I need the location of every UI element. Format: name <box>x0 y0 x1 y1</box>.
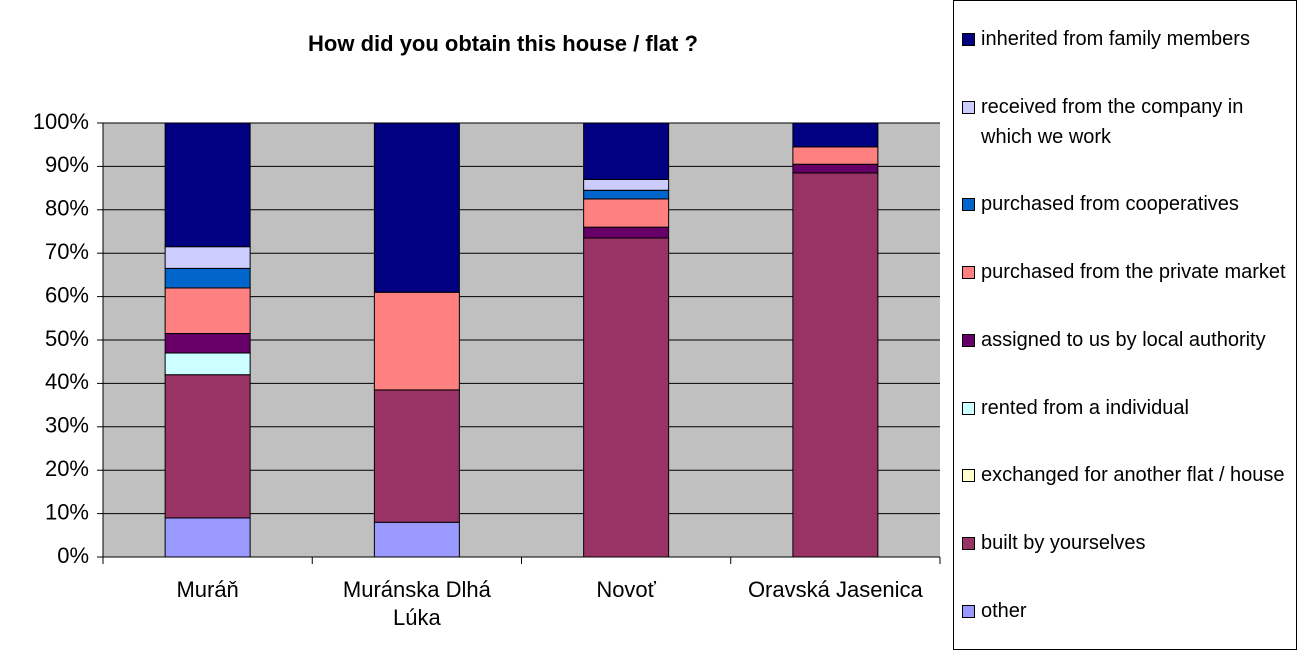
legend: inherited from family members received fr… <box>953 0 1297 650</box>
bar-segment <box>792 146 879 165</box>
legend-swatch <box>962 100 975 114</box>
legend-item: built by yourselves <box>962 528 1292 558</box>
y-tick-label: 60% <box>45 282 89 307</box>
bar-segment <box>164 267 251 289</box>
legend-swatch <box>962 537 975 551</box>
bar-segment <box>792 172 879 558</box>
bar-segment <box>583 237 670 558</box>
chart-title: How did you obtain this house / flat ? <box>308 31 698 56</box>
legend-label: received from the company in which we wo… <box>981 95 1244 148</box>
legend-item: purchased from the private market <box>962 257 1292 287</box>
y-tick-label: 20% <box>45 456 89 481</box>
legend-swatch <box>962 266 975 280</box>
legend-item: rented from a individual <box>962 393 1292 423</box>
legend-item: exchanged for another flat / house <box>962 460 1292 490</box>
y-tick-label: 50% <box>45 326 89 351</box>
bar-segment <box>164 352 251 376</box>
bar-segment <box>373 291 460 391</box>
y-tick-label: 70% <box>45 239 89 264</box>
legend-swatch <box>962 198 975 212</box>
y-tick-label: 100% <box>33 109 89 134</box>
chart: How did you obtain this house / flat ? 0… <box>33 31 941 568</box>
bar-segment <box>583 122 670 180</box>
legend-label: purchased from the private market <box>981 261 1286 284</box>
y-tick-label: 10% <box>45 499 89 524</box>
legend-swatch <box>962 605 975 618</box>
legend-label: other <box>981 600 1027 622</box>
y-tick-label: 30% <box>45 413 89 438</box>
legend-item: received from the company in which we wo… <box>962 92 1292 152</box>
bar-segment <box>164 517 251 558</box>
bar-segment <box>792 122 879 148</box>
x-tick-label: Muráň <box>176 577 239 602</box>
bar-segment <box>583 189 670 200</box>
bar-segment <box>373 389 460 523</box>
x-tick-label: Oravská Jasenica <box>747 577 923 602</box>
bar-segment <box>164 287 251 334</box>
legend-item: inherited from family members <box>962 24 1292 54</box>
x-tick-label: Muránska Dlhá Lúka <box>342 577 491 630</box>
bar-segment <box>164 122 251 248</box>
y-tick-label: 80% <box>45 196 89 221</box>
bar-segment <box>164 332 251 354</box>
bar-segment <box>373 122 460 293</box>
bar-segment <box>164 374 251 519</box>
legend-label: built by yourselves <box>981 532 1146 555</box>
y-tick-label: 90% <box>45 152 89 177</box>
bar-segment <box>583 198 670 228</box>
y-tick-label: 0% <box>57 543 89 568</box>
bar-segment <box>164 246 251 269</box>
legend-swatch <box>962 333 975 347</box>
legend-label: assigned to us by local authority <box>981 328 1266 351</box>
legend-item: other <box>962 596 1292 626</box>
y-tick-label: 40% <box>45 369 89 394</box>
legend-label: inherited from family members <box>981 27 1250 50</box>
legend-swatch <box>962 469 975 483</box>
bar-segment <box>792 163 879 174</box>
bar-segment <box>583 226 670 239</box>
bar-segment <box>583 178 670 191</box>
legend-label: rented from a individual <box>981 396 1189 419</box>
legend-label: purchased from cooperatives <box>981 193 1239 216</box>
legend-item: assigned to us by local authority <box>962 325 1292 355</box>
legend-swatch <box>962 401 975 415</box>
legend-label: exchanged for another flat / house <box>981 464 1285 487</box>
x-tick-label: Novoť <box>596 577 656 602</box>
legend-item: purchased from cooperatives <box>962 189 1292 219</box>
legend-swatch <box>962 32 975 46</box>
bar-segment <box>373 521 460 558</box>
